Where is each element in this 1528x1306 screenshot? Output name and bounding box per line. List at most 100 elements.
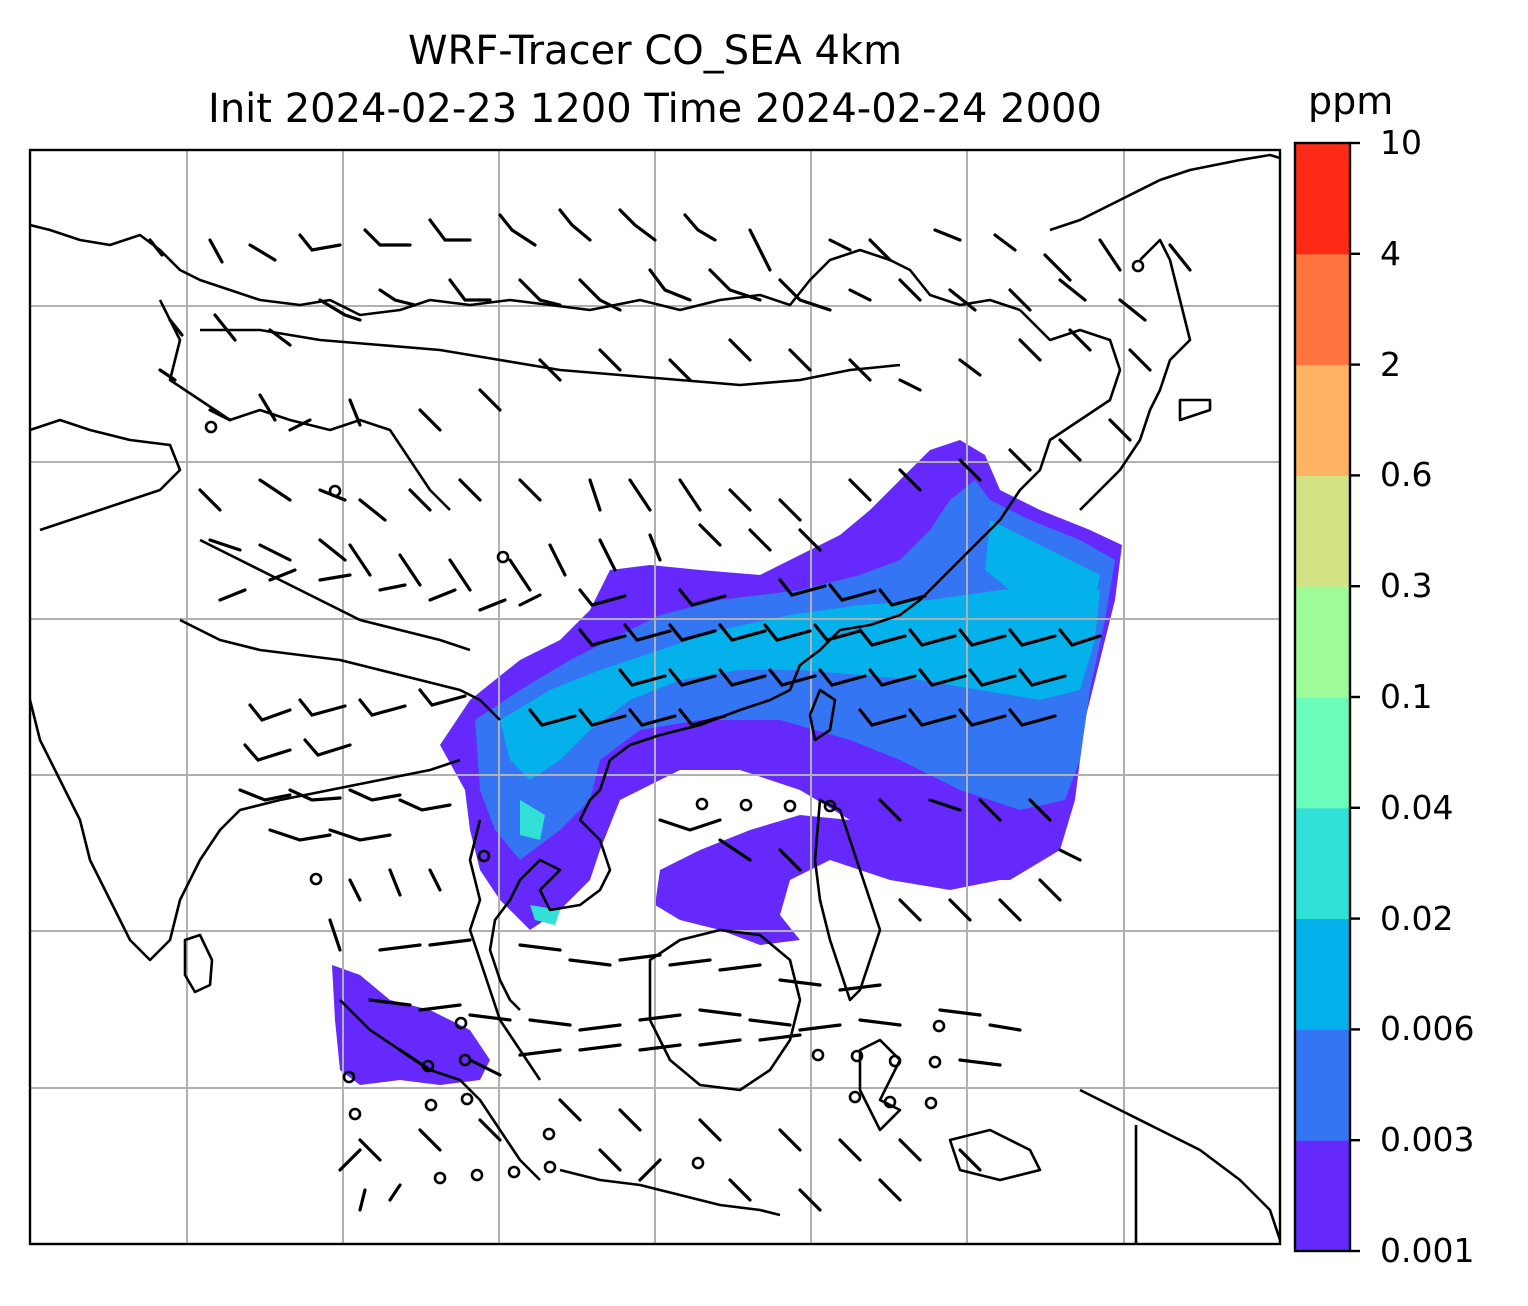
map-title-line2: Init 2024-02-23 1200 Time 2024-02-24 200… — [208, 86, 1102, 132]
calm-marker — [204, 420, 218, 434]
colorbar-tick-label: 0.006 — [1380, 1009, 1475, 1049]
co-plume-east-core — [985, 520, 1100, 605]
wind-barb — [908, 628, 957, 647]
colorbar-segment — [1295, 475, 1350, 587]
wind-barb — [628, 708, 677, 727]
colorbar-tick-label: 0.6 — [1380, 455, 1433, 495]
wind-barb — [868, 668, 917, 687]
wind-barb — [668, 668, 717, 687]
coast-new-guinea — [1079, 1088, 1280, 1244]
colorbar-segment — [1295, 918, 1350, 1030]
colorbar-tick-label: 0.001 — [1380, 1231, 1475, 1270]
map-frame — [28, 148, 1282, 1246]
colorbar-tick-label: 0.04 — [1380, 787, 1454, 827]
calm-marker — [924, 1096, 938, 1110]
coast-philippines — [813, 798, 882, 1002]
wind-barb — [298, 698, 347, 717]
wind-barb — [368, 998, 1022, 1032]
calm-marker — [433, 1171, 447, 1185]
colorbar-segment — [1295, 1029, 1350, 1141]
colorbar-tick-label: 0.3 — [1380, 566, 1433, 606]
wind-barb — [658, 798, 1082, 922]
coast-sulawesi — [858, 1038, 902, 1132]
wind-barb — [778, 578, 827, 597]
wind-barb — [878, 588, 927, 607]
border-central-asia — [158, 299, 451, 511]
coast-malay-peninsula — [468, 819, 542, 1081]
calm-marker — [543, 1160, 557, 1174]
colorbar-segment — [1295, 1140, 1350, 1252]
wind-barb — [813, 623, 862, 642]
border-mongolia — [200, 328, 901, 387]
colorbar-tick-label: 0.02 — [1380, 898, 1454, 938]
colorbar — [1293, 141, 1360, 1253]
coast-java — [559, 1168, 781, 1217]
calm-marker — [424, 1098, 438, 1112]
gridlines — [30, 150, 1280, 1244]
wind-barb — [623, 623, 672, 642]
calm-marker — [470, 1168, 484, 1182]
colorbar-segment — [1295, 253, 1350, 366]
wind-barb — [828, 583, 877, 602]
colorbar-segment — [1295, 807, 1350, 920]
calm-marker — [850, 1049, 864, 1063]
calm-marker — [695, 797, 709, 811]
wind-barb — [768, 668, 817, 687]
calm-marker — [932, 1019, 946, 1033]
wind-barb — [418, 688, 467, 707]
coast-china-east — [739, 309, 1122, 712]
wind-barb — [578, 628, 627, 647]
coast-indochina — [488, 708, 741, 1011]
calm-marker — [928, 1055, 942, 1069]
coast-islands-east — [948, 1128, 1042, 1182]
wind-barb — [208, 523, 822, 592]
colorbar-segment — [1295, 586, 1350, 698]
calm-marker — [496, 550, 510, 564]
co-plume-core — [500, 585, 1100, 780]
colorbar-segment — [1295, 143, 1350, 255]
coast-india — [30, 699, 461, 962]
coast-borneo — [648, 928, 802, 1092]
colorbar-segment — [1295, 364, 1350, 476]
colorbar-tick-label: 0.1 — [1380, 677, 1433, 716]
calm-marker — [342, 1070, 356, 1084]
calm-wind-markers — [204, 259, 1145, 1185]
border-himalaya — [199, 538, 471, 652]
calm-marker — [691, 1156, 705, 1170]
coast-korea-japan — [1049, 153, 1280, 232]
wind-barb — [238, 788, 452, 842]
calm-marker — [811, 1048, 825, 1062]
wind-barb — [718, 668, 767, 687]
wind-barb — [218, 568, 542, 612]
coast-sumatra — [339, 999, 541, 1181]
wind-barb — [148, 208, 1192, 282]
calm-marker — [848, 1090, 862, 1104]
colorbar-segment — [1295, 697, 1350, 809]
wind-barb — [398, 1033, 1002, 1077]
calm-marker — [542, 1127, 556, 1141]
coast-japan-islands — [1079, 238, 1212, 511]
coast-west-asia — [30, 418, 182, 532]
calm-marker — [477, 849, 491, 863]
wind-barb — [858, 628, 907, 647]
colorbar-tick-label: 0.003 — [1380, 1120, 1475, 1160]
wind-barb — [718, 623, 767, 642]
wind-barb — [243, 743, 292, 762]
wind-barb — [1008, 708, 1057, 727]
calm-marker — [739, 798, 753, 812]
calm-marker — [348, 1107, 362, 1121]
wind-barb — [918, 668, 967, 687]
coast-china-north — [30, 223, 1021, 317]
wind-barb — [338, 1148, 902, 1212]
wind-barb — [1008, 628, 1057, 647]
wind-barb — [818, 668, 867, 687]
wind-barb — [678, 588, 727, 607]
calm-marker — [421, 1059, 435, 1073]
co-plume-south-band — [655, 815, 1000, 945]
wind-barb — [668, 623, 717, 642]
wind-barb — [908, 708, 957, 727]
calm-marker — [883, 1095, 897, 1109]
wind-barb — [528, 708, 577, 727]
wind-barb — [358, 1098, 982, 1172]
